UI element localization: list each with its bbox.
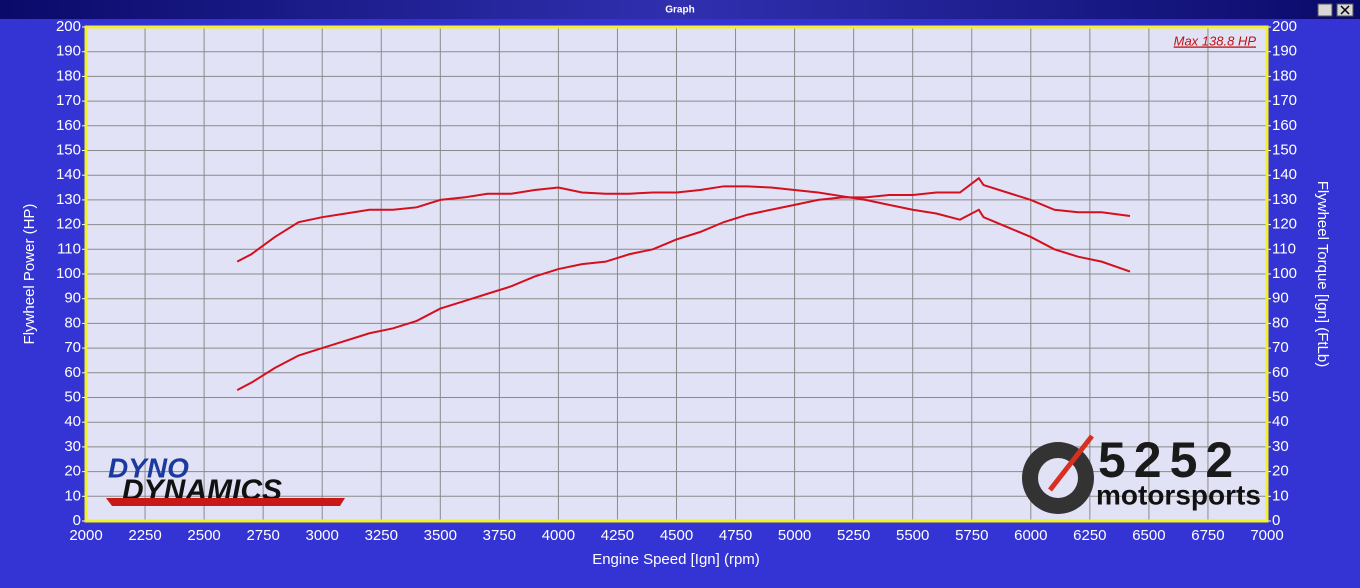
x-tick-label: 5500 <box>896 527 929 544</box>
y2-axis-label: Flywheel Torque [Ign] (FtLb) <box>1314 181 1331 367</box>
y-tick-label: 130 <box>56 191 81 208</box>
x-axis-label: Engine Speed [Ign] (rpm) <box>592 551 760 568</box>
x-tick-label: 3500 <box>424 527 457 544</box>
y2-tick-label: 30 <box>1272 438 1289 455</box>
y2-tick-label: 90 <box>1272 290 1289 307</box>
plot-border <box>84 25 1269 523</box>
gauge-needle <box>1048 434 1094 492</box>
y-tick-label: 10 <box>64 487 81 504</box>
y2-tick-label: 190 <box>1272 43 1297 60</box>
y-tick-label: 160 <box>56 117 81 134</box>
logo-text: 5252 <box>1098 432 1241 488</box>
x-tick-label: 2750 <box>246 527 279 544</box>
logo-swoosh <box>106 498 345 506</box>
x-tick-label: 5750 <box>955 527 988 544</box>
y-axis-label: Flywheel Power (HP) <box>21 204 38 345</box>
y-tick-label: 30 <box>64 438 81 455</box>
y2-tick-label: 110 <box>1272 240 1296 257</box>
x-tick-label: 3250 <box>365 527 398 544</box>
x-tick-label: 6500 <box>1132 527 1165 544</box>
x-tick-label: 4500 <box>660 527 693 544</box>
y2-tick-label: 120 <box>1272 216 1297 233</box>
y2-tick-label: 70 <box>1272 339 1289 356</box>
logo-text: DYNO <box>108 452 189 483</box>
y2-tick-label: 130 <box>1272 191 1297 208</box>
series-line <box>236 185 1131 273</box>
y-tick-label: 80 <box>64 314 81 331</box>
series-line <box>236 176 1131 391</box>
y-tick-label: 90 <box>64 290 81 307</box>
y-tick-label: 200 <box>56 18 81 35</box>
x-tick-label: 6000 <box>1014 527 1047 544</box>
y2-tick-label: 180 <box>1272 67 1297 84</box>
x-tick-label: 3750 <box>483 527 516 544</box>
y2-tick-label: 40 <box>1272 413 1289 430</box>
x-tick-label: 2500 <box>187 527 220 544</box>
y-tick-label: 70 <box>64 339 81 356</box>
y2-tick-label: 10 <box>1272 487 1289 504</box>
y2-tick-label: 160 <box>1272 117 1297 134</box>
annotation: Max 138.8 HP <box>1174 33 1257 48</box>
y-tick-label: 60 <box>64 364 81 381</box>
y-tick-label: 150 <box>56 141 81 158</box>
y2-tick-label: 60 <box>1272 364 1289 381</box>
y2-tick-label: 80 <box>1272 314 1289 331</box>
x-tick-label: 2000 <box>69 527 102 544</box>
x-tick-label: 2250 <box>128 527 161 544</box>
y2-tick-label: 50 <box>1272 388 1289 405</box>
x-tick-label: 5250 <box>837 527 870 544</box>
x-tick-label: 5000 <box>778 527 811 544</box>
close-icon <box>1340 5 1350 15</box>
x-tick-label: 7000 <box>1250 527 1283 544</box>
logo-text: motorsports <box>1096 479 1261 510</box>
x-tick-label: 4000 <box>542 527 575 544</box>
x-tick-label: 4250 <box>601 527 634 544</box>
title-bar <box>0 0 1360 19</box>
y2-tick-label: 150 <box>1272 141 1297 158</box>
y2-tick-label: 0 <box>1272 512 1280 529</box>
y2-tick-label: 100 <box>1272 265 1297 282</box>
y2-tick-label: 20 <box>1272 463 1289 480</box>
y-tick-label: 140 <box>56 166 81 183</box>
y2-tick-label: 140 <box>1272 166 1297 183</box>
x-tick-label: 4750 <box>719 527 752 544</box>
y-tick-label: 100 <box>56 265 81 282</box>
window-title: Graph <box>665 5 694 16</box>
y-tick-label: 0 <box>73 512 81 529</box>
y-tick-label: 170 <box>56 92 81 109</box>
restore-button[interactable] <box>1317 3 1333 17</box>
y2-tick-label: 170 <box>1272 92 1297 109</box>
y-tick-label: 180 <box>56 67 81 84</box>
x-tick-label: 6750 <box>1191 527 1224 544</box>
y-tick-label: 120 <box>56 216 81 233</box>
y-tick-label: 110 <box>57 240 81 257</box>
y-tick-label: 50 <box>64 388 81 405</box>
y-tick-label: 190 <box>56 43 81 60</box>
x-tick-label: 3000 <box>306 527 339 544</box>
y2-tick-label: 200 <box>1272 18 1297 35</box>
y-tick-label: 20 <box>64 463 81 480</box>
y-tick-label: 40 <box>64 413 81 430</box>
x-tick-label: 6250 <box>1073 527 1106 544</box>
